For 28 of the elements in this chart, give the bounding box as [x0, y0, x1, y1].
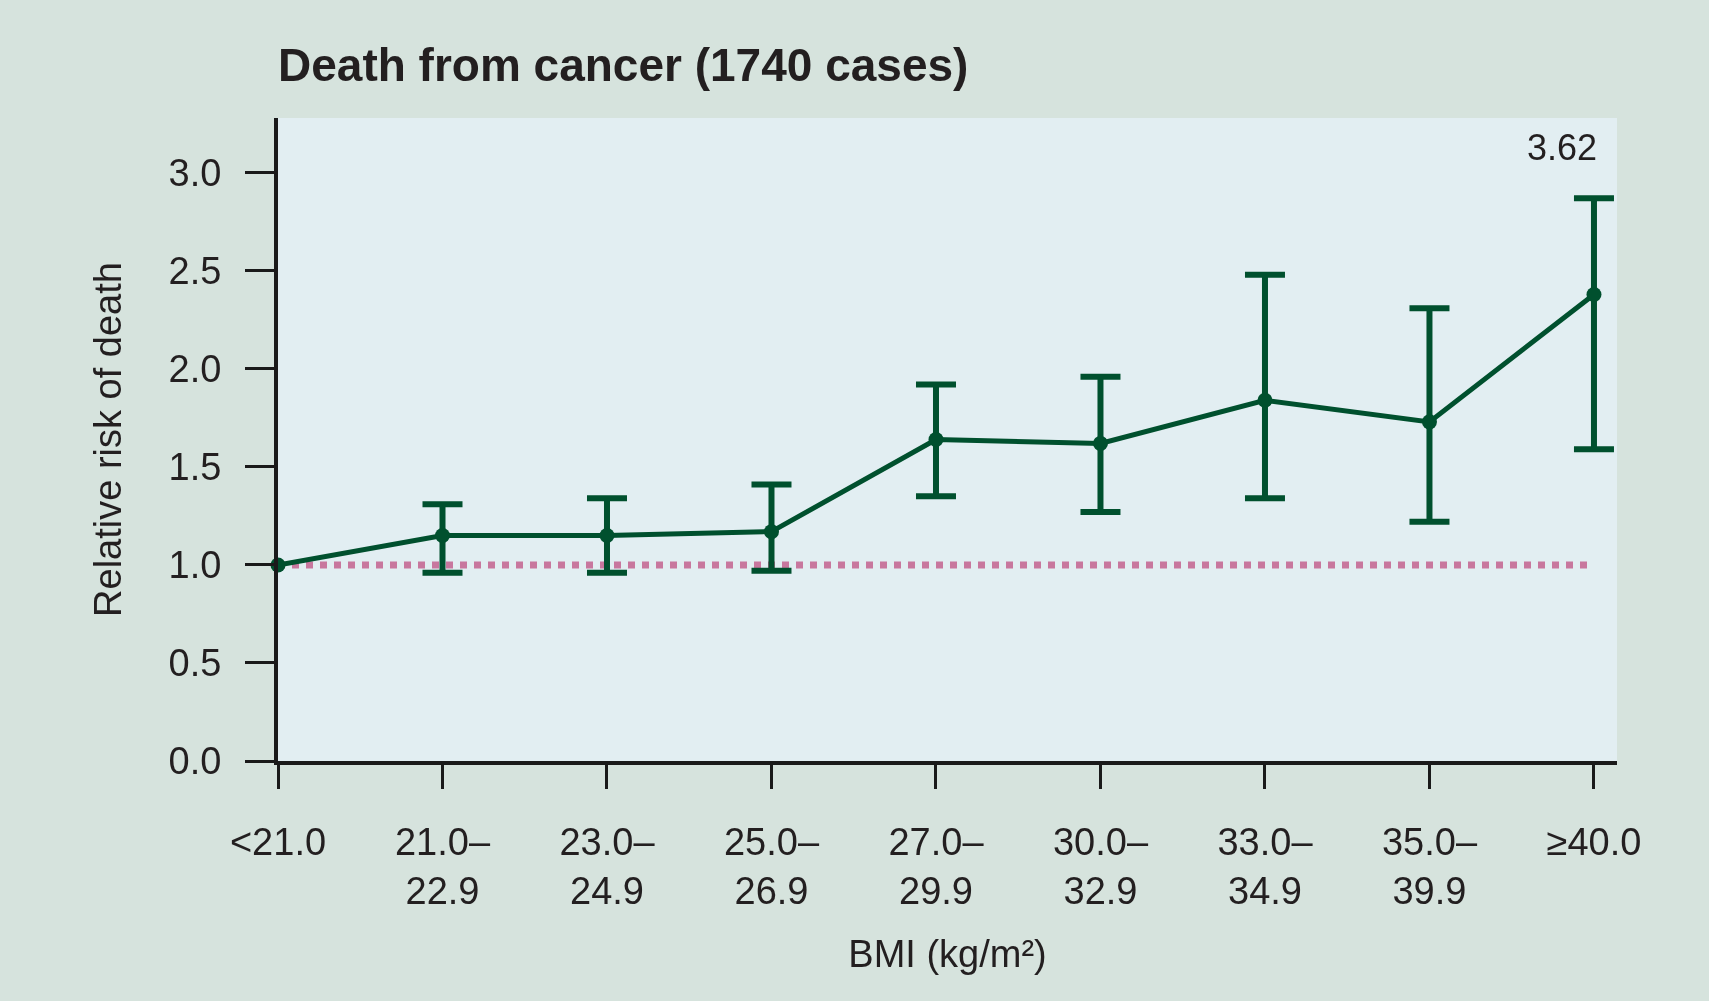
- x-tick-label: 33.0– 34.9: [1217, 820, 1314, 912]
- point: [764, 524, 779, 540]
- x-tick-label: 25.0– 26.9: [723, 820, 820, 912]
- point: [1421, 414, 1437, 430]
- x-tick-label: 23.0– 24.9: [559, 820, 656, 912]
- point: [1586, 286, 1602, 302]
- x-tick-label: ≥40.0: [1546, 820, 1642, 863]
- x-tick-label: 27.0– 29.9: [888, 820, 985, 912]
- y-tick-label: 3.0: [168, 152, 222, 195]
- x-axis-title: BMI (kg/m²): [848, 932, 1047, 975]
- point: [599, 528, 615, 544]
- y-tick-label: 2.0: [168, 348, 222, 391]
- chart-title: Death from cancer (1740 cases): [278, 39, 969, 92]
- x-tick-label: 35.0– 39.9: [1381, 820, 1478, 912]
- point: [435, 528, 450, 544]
- x-tick-label: 30.0– 32.9: [1052, 820, 1149, 912]
- x-tick-label: <21.0: [229, 820, 327, 863]
- y-tick-label: 1.5: [168, 446, 222, 489]
- y-tick-label: 2.5: [168, 250, 222, 293]
- y-axis-title: Relative risk of death: [87, 262, 130, 617]
- point: [928, 432, 944, 447]
- x-tick-label: 21.0– 22.9: [394, 820, 491, 912]
- point: [1092, 435, 1108, 451]
- point: [1257, 392, 1273, 408]
- annotation: 3.62: [1527, 127, 1598, 168]
- y-tick-label: 1.0: [168, 544, 222, 587]
- y-tick-label: 0.5: [168, 642, 222, 685]
- y-tick-label: 0.0: [168, 740, 222, 783]
